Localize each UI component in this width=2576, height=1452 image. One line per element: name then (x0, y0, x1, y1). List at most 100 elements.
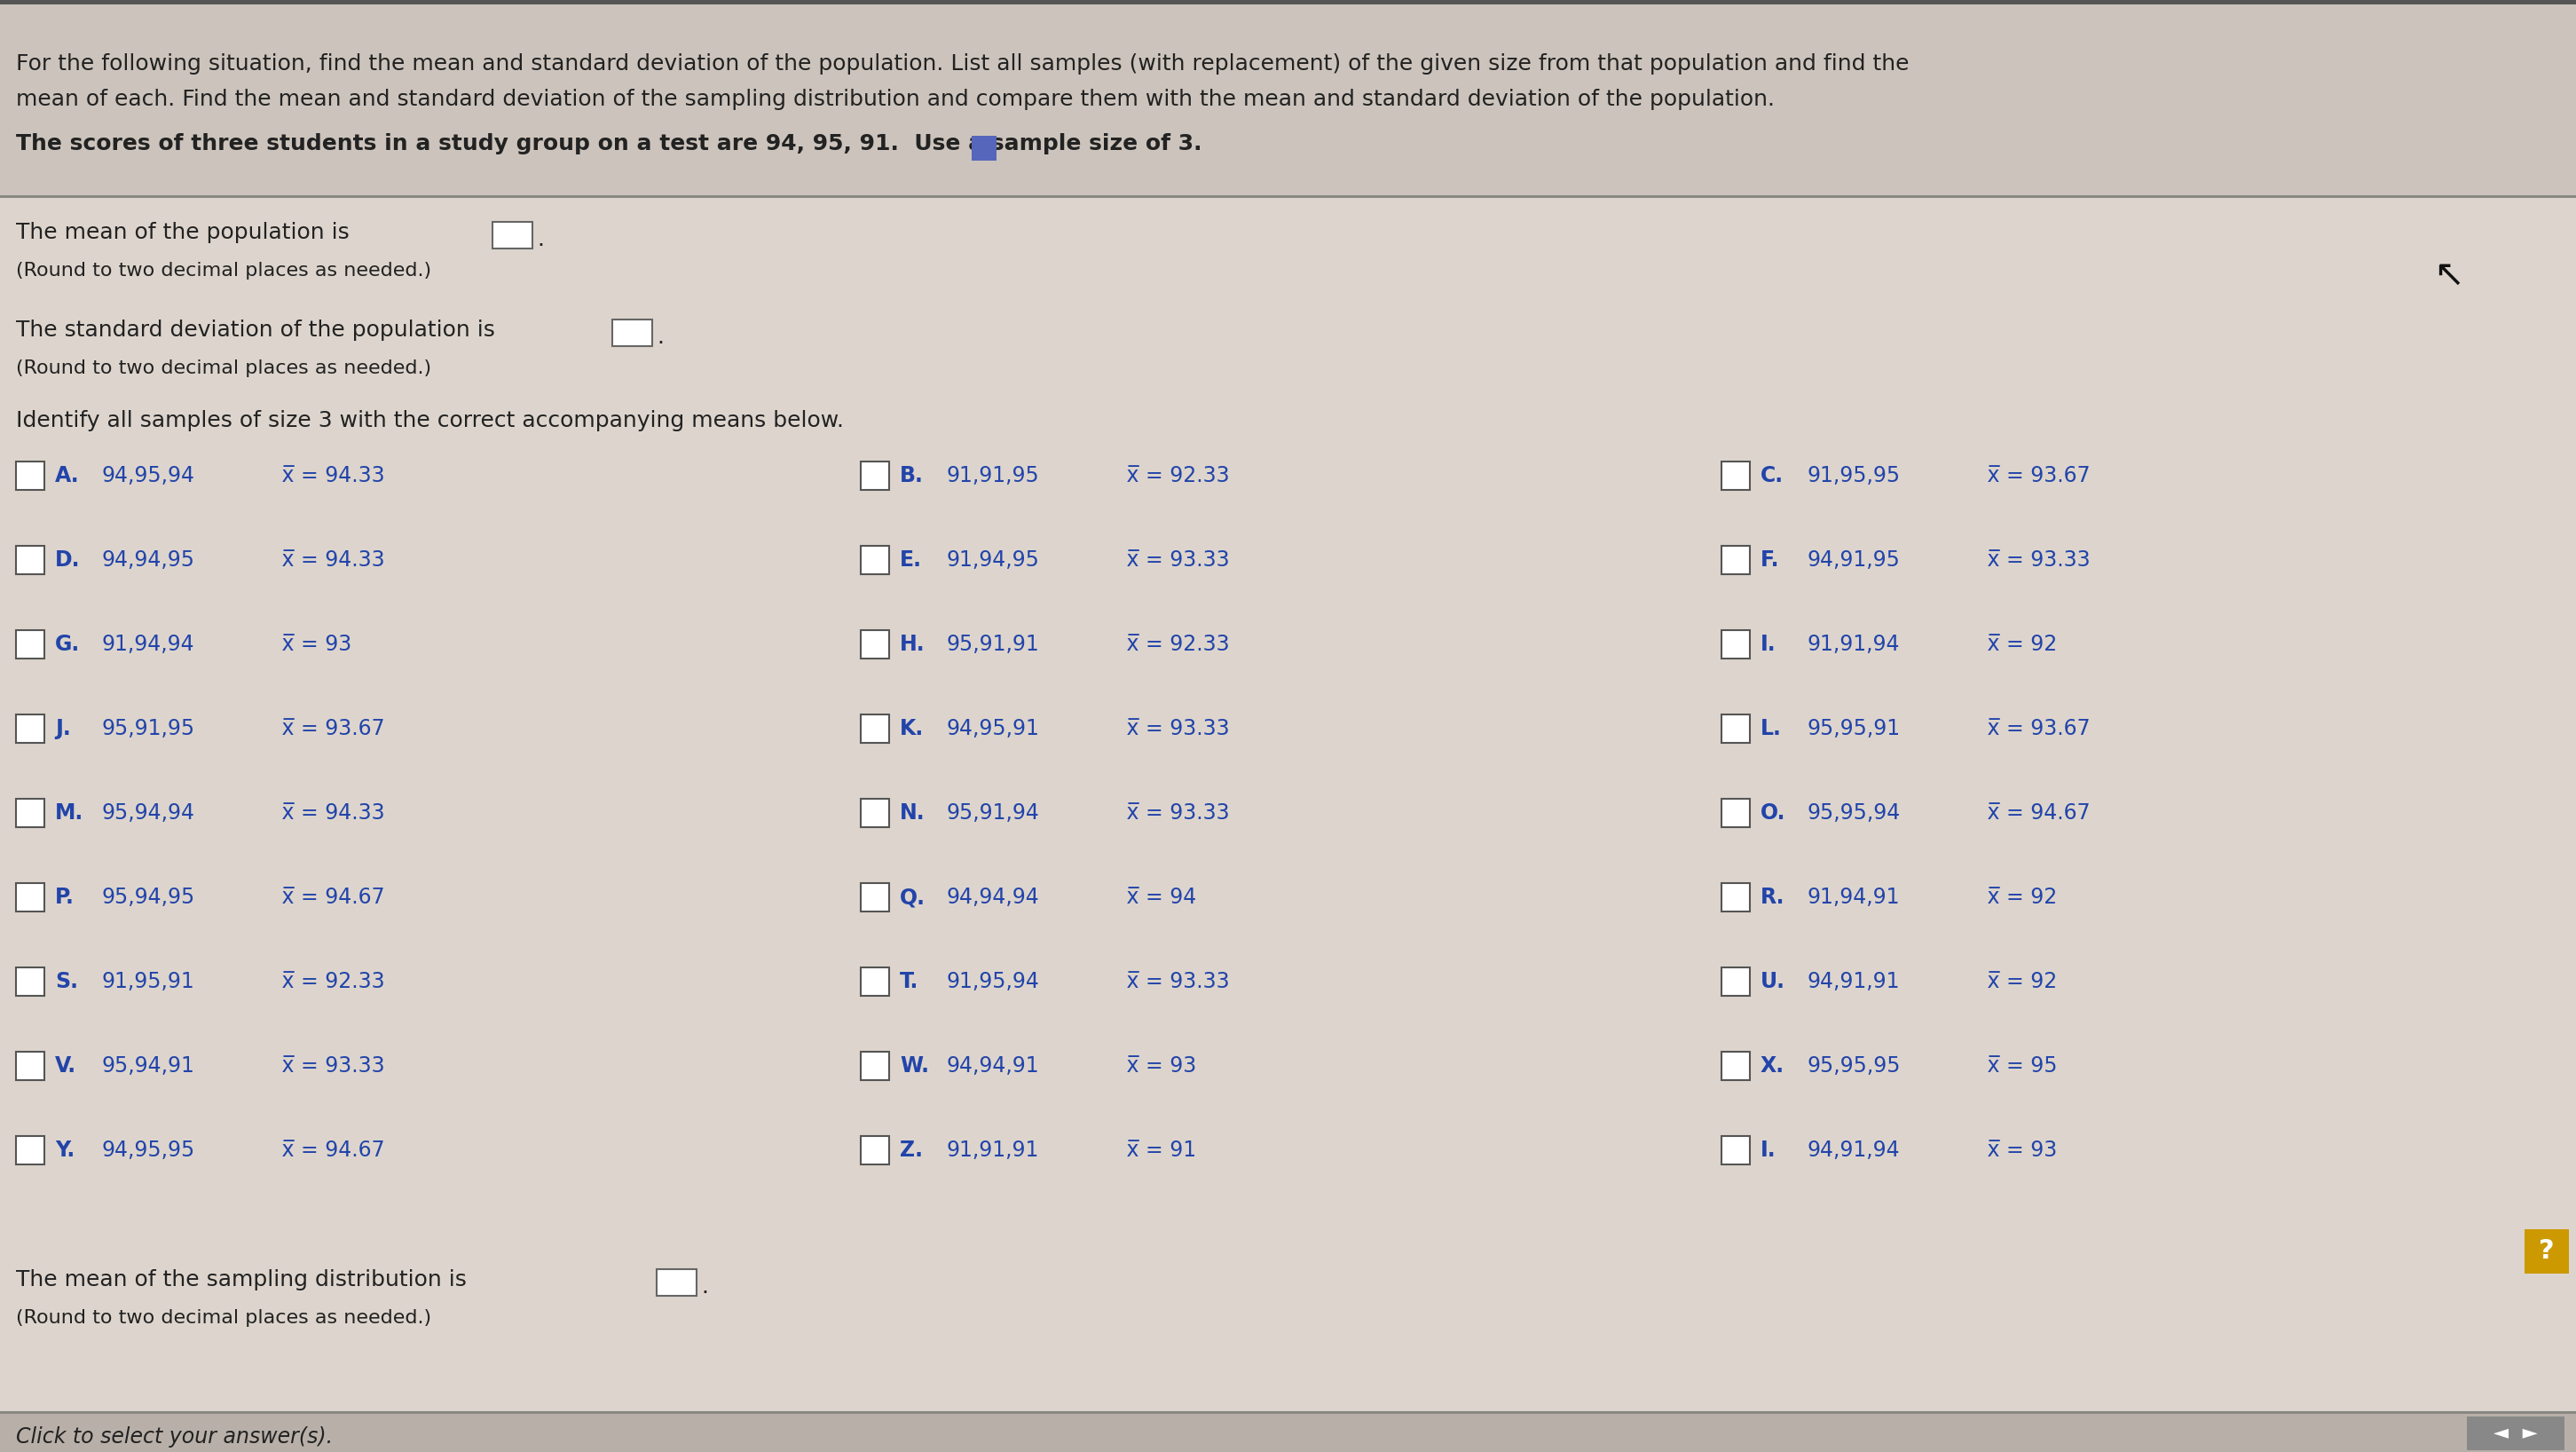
Text: 94,95,94: 94,95,94 (103, 465, 196, 486)
Text: mean of each. Find the mean and standard deviation of the sampling distribution : mean of each. Find the mean and standard… (15, 89, 1775, 110)
Bar (0, 4, 2576, 195)
Bar (1721, 462, 1749, 489)
Text: x̅ = 93: x̅ = 93 (1981, 1140, 2058, 1162)
Text: (Round to two decimal places as needed.): (Round to two decimal places as needed.) (15, 360, 430, 378)
Text: K.: K. (899, 717, 925, 739)
Text: x̅ = 92.33: x̅ = 92.33 (276, 971, 384, 992)
Text: V.: V. (54, 1056, 77, 1076)
Text: x̅ = 92: x̅ = 92 (1981, 971, 2058, 992)
Text: 95,94,95: 95,94,95 (103, 887, 196, 908)
Text: E.: E. (899, 549, 922, 571)
Bar (0, 1411, 2576, 1414)
Text: ◄  ►: ◄ ► (2494, 1424, 2537, 1442)
Bar (860, 799, 889, 828)
Text: T.: T. (899, 971, 920, 992)
Bar (15, 1135, 44, 1165)
Text: x̅ = 94.67: x̅ = 94.67 (276, 887, 384, 908)
Bar (2468, 1417, 2566, 1451)
Text: O.: O. (1759, 803, 1785, 823)
Text: Y.: Y. (54, 1140, 75, 1162)
Text: P.: P. (54, 887, 75, 908)
Text: 94,94,91: 94,94,91 (948, 1056, 1041, 1076)
Text: S.: S. (54, 971, 77, 992)
Text: x̅ = 92: x̅ = 92 (1981, 887, 2058, 908)
Text: The standard deviation of the population is: The standard deviation of the population… (15, 319, 495, 341)
Text: x̅ = 93.67: x̅ = 93.67 (276, 717, 384, 739)
Text: x̅ = 93: x̅ = 93 (1121, 1056, 1195, 1076)
Bar (1721, 546, 1749, 574)
Bar (860, 714, 889, 743)
Bar (860, 630, 889, 659)
Bar (15, 714, 44, 743)
Bar (657, 1269, 696, 1295)
Text: 94,94,95: 94,94,95 (103, 549, 196, 571)
Text: B.: B. (899, 465, 925, 486)
Bar (1721, 799, 1749, 828)
Bar (492, 222, 533, 248)
Bar (860, 883, 889, 912)
Text: .: . (536, 229, 544, 250)
Text: x̅ = 93.33: x̅ = 93.33 (1121, 803, 1229, 823)
Text: x̅ = 94.33: x̅ = 94.33 (276, 465, 384, 486)
Text: .: . (657, 327, 665, 348)
Bar (860, 1051, 889, 1080)
Text: The mean of the population is: The mean of the population is (15, 222, 350, 242)
Text: U.: U. (1759, 971, 1785, 992)
Text: 91,91,91: 91,91,91 (948, 1140, 1041, 1162)
Text: Identify all samples of size 3 with the correct accompanying means below.: Identify all samples of size 3 with the … (15, 409, 845, 431)
Text: F.: F. (1759, 549, 1780, 571)
Text: Click to select your answer(s).: Click to select your answer(s). (15, 1426, 332, 1448)
Text: x̅ = 93.33: x̅ = 93.33 (1121, 549, 1229, 571)
Text: x̅ = 94.33: x̅ = 94.33 (276, 803, 384, 823)
Text: C.: C. (1759, 465, 1783, 486)
Text: 91,94,91: 91,94,91 (1808, 887, 1901, 908)
Text: .: . (701, 1276, 708, 1298)
Text: x̅ = 91: x̅ = 91 (1121, 1140, 1195, 1162)
Text: For the following situation, find the mean and standard deviation of the populat: For the following situation, find the me… (15, 54, 1909, 74)
Text: x̅ = 94.67: x̅ = 94.67 (276, 1140, 384, 1162)
Bar (15, 462, 44, 489)
Text: x̅ = 94: x̅ = 94 (1121, 887, 1195, 908)
Bar (0, 195, 2576, 197)
Text: W.: W. (899, 1056, 930, 1076)
Text: x̅ = 95: x̅ = 95 (1981, 1056, 2058, 1076)
Text: 95,95,95: 95,95,95 (1808, 1056, 1901, 1076)
Text: X.: X. (1759, 1056, 1785, 1076)
Text: M.: M. (54, 803, 82, 823)
Bar (15, 799, 44, 828)
Text: (Round to two decimal places as needed.): (Round to two decimal places as needed.) (15, 1310, 430, 1327)
Bar (1721, 1051, 1749, 1080)
Text: x̅ = 93: x̅ = 93 (276, 633, 350, 655)
Text: x̅ = 92: x̅ = 92 (1981, 633, 2058, 655)
Text: x̅ = 93.33: x̅ = 93.33 (1121, 971, 1229, 992)
Text: x̅ = 94.67: x̅ = 94.67 (1981, 803, 2089, 823)
Text: x̅ = 92.33: x̅ = 92.33 (1121, 633, 1229, 655)
Text: Z.: Z. (899, 1140, 922, 1162)
Bar (860, 1135, 889, 1165)
Text: 95,91,91: 95,91,91 (948, 633, 1041, 655)
Bar (1721, 630, 1749, 659)
Text: The mean of the sampling distribution is: The mean of the sampling distribution is (15, 1269, 466, 1291)
Bar (971, 136, 997, 161)
Text: 91,94,94: 91,94,94 (103, 633, 196, 655)
Text: 94,91,94: 94,91,94 (1808, 1140, 1901, 1162)
Text: x̅ = 92.33: x̅ = 92.33 (1121, 465, 1229, 486)
Text: 94,95,95: 94,95,95 (103, 1140, 196, 1162)
Text: Q.: Q. (899, 887, 925, 908)
Text: 94,94,94: 94,94,94 (948, 887, 1041, 908)
Text: 95,94,91: 95,94,91 (103, 1056, 196, 1076)
Text: J.: J. (54, 717, 70, 739)
Bar (1721, 714, 1749, 743)
Text: 95,91,95: 95,91,95 (103, 717, 196, 739)
Bar (860, 462, 889, 489)
Text: 91,94,95: 91,94,95 (948, 549, 1041, 571)
Text: 95,91,94: 95,91,94 (948, 803, 1041, 823)
Text: R.: R. (1759, 887, 1785, 908)
Bar (1721, 1135, 1749, 1165)
Text: 94,91,95: 94,91,95 (1808, 549, 1901, 571)
Text: x̅ = 93.67: x̅ = 93.67 (1981, 465, 2089, 486)
Text: x̅ = 93.33: x̅ = 93.33 (1981, 549, 2089, 571)
Bar (15, 630, 44, 659)
Bar (15, 1051, 44, 1080)
Bar (0, 1414, 2576, 1452)
